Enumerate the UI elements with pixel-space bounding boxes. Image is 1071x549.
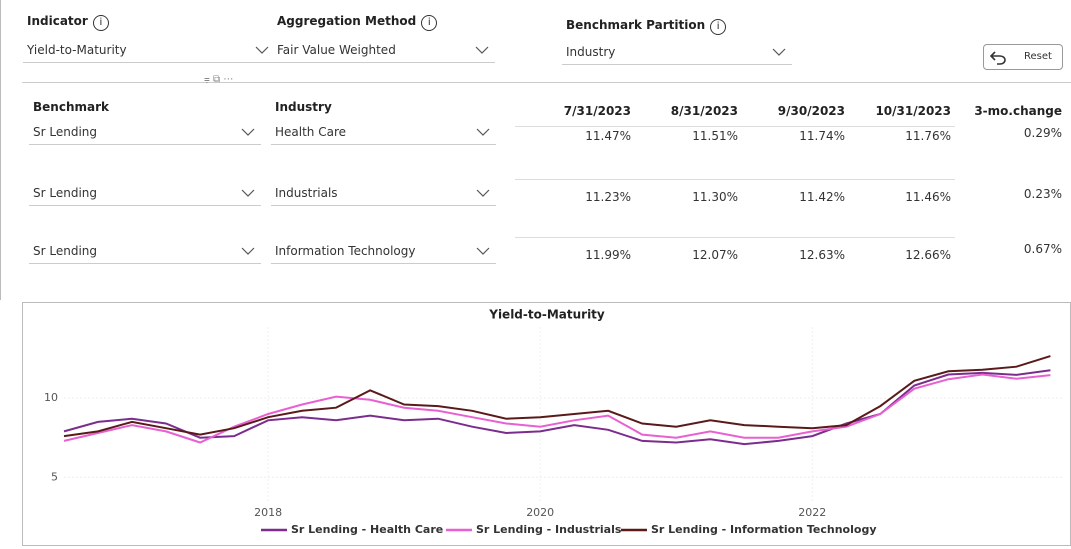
- row-divider: [515, 179, 955, 180]
- legend-label: Sr Lending - Industrials: [476, 523, 622, 536]
- reset-icon: [990, 51, 1006, 65]
- column-header: 7/31/2023: [563, 104, 631, 118]
- y-tick-label: 10: [44, 391, 58, 404]
- table-cell: 11.23%: [585, 190, 631, 204]
- table-cell: 11.30%: [692, 190, 738, 204]
- x-tick-label: 2018: [254, 506, 282, 519]
- filter-label: Benchmark Partition i: [566, 18, 727, 35]
- column-header: Benchmark: [33, 100, 109, 114]
- dropdown[interactable]: Industrials: [271, 183, 496, 206]
- dropdown-value: Information Technology: [275, 244, 416, 258]
- dropdown-value: Sr Lending: [33, 186, 98, 200]
- dropdown-value: Fair Value Weighted: [277, 43, 396, 57]
- filter-label-text: Indicator: [27, 14, 88, 28]
- dropdown[interactable]: Industry: [562, 42, 792, 65]
- chevron: [241, 247, 255, 255]
- visual-toolbar: ⩦ ⧉ ⋯: [204, 74, 234, 85]
- table-cell: 12.07%: [692, 248, 738, 262]
- dropdown[interactable]: Yield-to-Maturity: [23, 40, 275, 63]
- dropdown-value: Yield-to-Maturity: [27, 43, 127, 57]
- table-cell: 0.29%: [1023, 126, 1062, 140]
- y-tick-label: 5: [51, 470, 58, 483]
- dropdown[interactable]: Fair Value Weighted: [273, 40, 495, 63]
- table-cell: 11.46%: [905, 190, 951, 204]
- column-header: 10/31/2023: [875, 104, 951, 118]
- dropdown-value: Industrials: [275, 186, 338, 200]
- filter-label: Indicator i: [27, 14, 109, 31]
- table-cell: 11.51%: [692, 129, 738, 143]
- reset-label: Reset: [1024, 51, 1052, 62]
- table-cell: 11.42%: [799, 190, 845, 204]
- chevron: [241, 189, 255, 197]
- dropdown[interactable]: Health Care: [271, 122, 496, 145]
- x-tick-label: 2020: [526, 506, 554, 519]
- reset-button[interactable]: Reset: [983, 44, 1063, 70]
- legend-label: Sr Lending - Information Technology: [651, 523, 877, 536]
- row-divider: [515, 126, 955, 127]
- info-icon[interactable]: i: [92, 15, 109, 31]
- chart: Yield-to-Maturity 5 10 2018 2020 2022 Sr Lend…: [44, 308, 1064, 536]
- chevron: [475, 46, 489, 54]
- chart-title: Yield-to-Maturity: [488, 308, 605, 322]
- dropdown[interactable]: Information Technology: [271, 241, 496, 264]
- dropdown[interactable]: Sr Lending: [29, 122, 261, 145]
- series-line: [63, 355, 1051, 438]
- filter-label: Aggregation Method i: [277, 14, 438, 31]
- filter-label-text: Aggregation Method: [277, 14, 417, 28]
- filter-panel: [0, 0, 1, 300]
- column-header: 3-mo.change: [974, 104, 1062, 118]
- dropdown-value: Sr Lending: [33, 125, 98, 139]
- table-cell: 11.47%: [585, 129, 631, 143]
- divider: [22, 82, 1071, 83]
- chevron: [476, 189, 490, 197]
- column-header: Industry: [275, 100, 332, 114]
- filter-label-text: Benchmark Partition: [566, 18, 706, 32]
- table-cell: 11.99%: [585, 248, 631, 262]
- legend-label: Sr Lending - Health Care: [291, 523, 443, 536]
- chevron: [772, 48, 786, 56]
- chevron: [476, 247, 490, 255]
- dropdown-value: Sr Lending: [33, 244, 98, 258]
- column-header: 8/31/2023: [670, 104, 738, 118]
- table-cell: 12.66%: [905, 248, 951, 262]
- chevron: [241, 128, 255, 136]
- chart-panel: Yield-to-Maturity 5 10 2018 2020 2022 Sr Lend…: [22, 302, 1071, 546]
- x-tick-label: 2022: [798, 506, 826, 519]
- chevron: [476, 128, 490, 136]
- chevron: [255, 46, 269, 54]
- dropdown[interactable]: Sr Lending: [29, 183, 261, 206]
- info-icon[interactable]: i: [710, 19, 727, 35]
- dropdown[interactable]: Sr Lending: [29, 241, 261, 264]
- info-icon[interactable]: i: [421, 15, 438, 31]
- dropdown-value: Industry: [566, 45, 616, 59]
- table-cell: 11.76%: [905, 129, 951, 143]
- dropdown-value: Health Care: [275, 125, 347, 139]
- row-divider: [515, 237, 955, 238]
- table-cell: 12.63%: [799, 248, 845, 262]
- table-cell: 0.67%: [1023, 242, 1062, 256]
- column-header: 9/30/2023: [777, 104, 845, 118]
- table-cell: 0.23%: [1023, 187, 1062, 201]
- table-cell: 11.74%: [799, 129, 845, 143]
